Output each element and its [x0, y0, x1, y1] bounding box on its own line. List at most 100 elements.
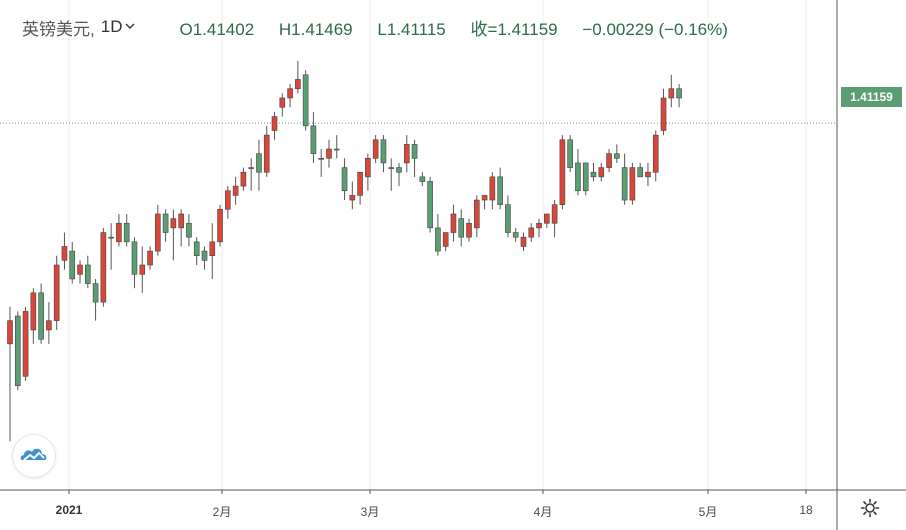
candle [365, 153, 371, 191]
candle [61, 232, 68, 270]
candle [590, 162, 597, 182]
candle [318, 149, 325, 177]
candle-body [341, 167, 348, 192]
candle [450, 204, 457, 242]
candle [341, 158, 348, 201]
candle [567, 135, 573, 173]
cloud-logo-icon [19, 444, 49, 469]
candle-body [279, 97, 286, 108]
last-price-tag: 1.41159 [841, 87, 902, 107]
candle [38, 283, 44, 344]
x-tick-label: 2月 [212, 505, 232, 519]
candle-body [505, 204, 511, 233]
candle-body [170, 218, 177, 229]
candle-body [326, 148, 332, 159]
change-value: −0.00229 (−0.16%) [582, 19, 728, 39]
candle-body [217, 209, 223, 243]
candle-body [614, 153, 620, 159]
candle-body [53, 264, 60, 321]
candle [668, 74, 675, 108]
tradingview-logo-button[interactable] [12, 434, 56, 478]
candle-body [621, 167, 628, 201]
candle [489, 172, 496, 210]
candle [512, 227, 519, 242]
candle-body [232, 185, 239, 196]
candle-body [473, 199, 480, 229]
candle [279, 93, 286, 117]
candle [201, 246, 208, 270]
candle-body [131, 241, 138, 275]
candle-body [116, 222, 122, 243]
candle-body [38, 292, 44, 340]
candle-body [349, 195, 356, 201]
candle [614, 144, 620, 163]
candle-body [380, 139, 387, 164]
candle-body [61, 246, 68, 261]
candle-body [660, 97, 667, 131]
candle [46, 302, 52, 344]
candle-body [388, 167, 395, 169]
candle [22, 306, 29, 381]
candle-body [637, 167, 643, 178]
candle [100, 227, 107, 307]
candle-body [69, 250, 76, 280]
candle-body [92, 283, 99, 303]
candle [481, 195, 488, 210]
candle [403, 135, 410, 173]
candle-body [85, 264, 91, 284]
candle-body [201, 250, 208, 261]
candle-body [77, 264, 83, 275]
candle-body [7, 320, 13, 345]
chevron-down-icon [125, 21, 135, 33]
candle-body [372, 139, 379, 159]
candle-body [536, 222, 542, 229]
candle-body [544, 213, 550, 224]
candle [528, 223, 535, 242]
low-value: L1.41115 [377, 19, 446, 39]
candle-body [676, 88, 682, 99]
ohlc-values: O1.41402 H1.41469 L1.41115 收=1.41159 −0.… [179, 15, 727, 40]
candle [357, 171, 363, 205]
candle-body [178, 213, 184, 229]
candle-body [186, 222, 192, 238]
candle-body [22, 311, 29, 377]
settings-gear-button[interactable] [858, 498, 882, 522]
candle-body [481, 195, 488, 201]
candle [505, 195, 511, 238]
candle [442, 232, 449, 252]
candle [380, 135, 387, 173]
candle-body [100, 232, 107, 303]
candle-body [435, 227, 441, 252]
candle [123, 213, 130, 247]
candle-body [256, 153, 262, 173]
candle [660, 88, 667, 136]
candle [108, 223, 114, 270]
candle-body [458, 218, 465, 238]
candle [326, 139, 332, 168]
candle [333, 135, 340, 159]
x-tick-label: 2021 [55, 503, 83, 517]
candle-body [46, 320, 52, 331]
candle [427, 176, 433, 233]
candle-body [520, 236, 527, 247]
candle [536, 218, 542, 238]
candle-body [310, 125, 317, 154]
grid-lines [68, 0, 807, 490]
candle-body [489, 176, 496, 201]
legend-header: 英镑美元, 1D O1.41402 H1.41469 L1.41115 收=1.… [22, 14, 728, 40]
x-tick-label: 18 [799, 503, 813, 517]
candle [629, 162, 636, 205]
candle-body [567, 139, 573, 168]
timeframe-selector[interactable]: 1D [101, 17, 136, 37]
candle [295, 60, 301, 94]
candle-body [590, 171, 597, 178]
candle [349, 181, 356, 210]
candle [209, 223, 216, 279]
candles [7, 60, 682, 442]
candle [575, 149, 581, 196]
candle-body [629, 167, 636, 201]
candle-body [365, 157, 371, 178]
